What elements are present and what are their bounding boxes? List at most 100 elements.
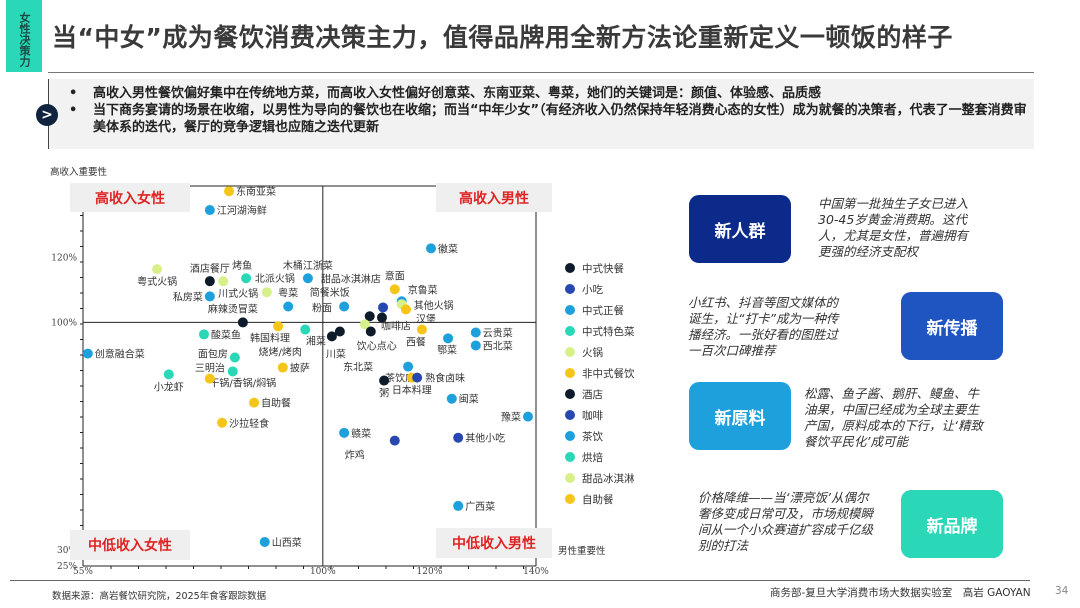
data-point-label: 粥 <box>379 388 389 400</box>
data-point <box>261 287 272 298</box>
data-point-label: 麻辣烫冒菜 <box>208 302 258 315</box>
x-tick-label: 140% <box>523 567 549 577</box>
y-tick-label: 120% <box>51 253 77 263</box>
data-point <box>389 435 400 446</box>
data-point <box>339 301 350 312</box>
data-point-label: 川式火锅 <box>218 287 258 300</box>
card-new-media: 新传播 <box>901 292 1003 360</box>
data-point <box>365 326 376 337</box>
x-axis-title: 男性重要性 <box>558 546 606 557</box>
y-tick-label: 30% <box>57 546 77 556</box>
card-desc-new-audience: 中国第一批独生子女已进入30-45岁黄金消费期。这代人，尤其是女性，普遍拥有更强… <box>818 196 969 259</box>
data-point-label: 赣菜 <box>351 427 371 440</box>
data-point <box>204 291 215 302</box>
data-point-label: 粉面 <box>312 302 332 315</box>
quadrant-label-bottom-right: 中低收入男性 <box>436 528 552 558</box>
data-point <box>163 369 174 380</box>
data-point-label: 酒店餐厅 <box>190 262 230 275</box>
data-point <box>300 324 311 335</box>
legend-label: 茶饮 <box>582 430 603 443</box>
card-desc-new-brand: 价格降维——当‘漂亮饭’从偶尔奢侈变成日常可及，市场规模瞬间从一个小众赛道扩容成… <box>698 490 874 553</box>
data-point <box>82 348 93 359</box>
data-point-label: 披萨 <box>290 362 310 375</box>
data-point <box>446 393 457 404</box>
data-point-label: 西北菜 <box>483 340 513 352</box>
data-point-label: 咖啡店 <box>381 319 411 332</box>
data-point-label: 三明治 <box>195 362 225 375</box>
legend-label: 自助餐 <box>582 493 614 506</box>
legend-label: 烘焙 <box>582 451 603 464</box>
data-point-label: 小龙虾 <box>154 380 184 393</box>
card-desc-new-ingredients: 松露、鱼子酱、鹅肝、鳗鱼、牛油果，中国已经成为全球主要生产国，原料成本的下行，让… <box>804 386 983 449</box>
data-point <box>152 264 163 275</box>
card-new-audience: 新人群 <box>689 195 791 263</box>
legend-marker <box>565 452 575 462</box>
data-point-label: 意面 <box>385 269 405 282</box>
x-tick-label: 55% <box>73 567 93 577</box>
data-point-label: 茶饮店 <box>385 372 415 385</box>
legend-label: 中式特色菜 <box>582 325 635 338</box>
data-point <box>470 340 481 351</box>
data-point <box>227 366 238 377</box>
data-point <box>403 361 414 372</box>
data-point <box>416 324 427 335</box>
footer-divider <box>10 580 1030 581</box>
data-point-label: 粤菜 <box>278 286 298 299</box>
data-point-label: 面包房 <box>198 347 228 360</box>
data-point-label: 东南亚菜 <box>236 185 276 198</box>
data-point <box>237 317 248 328</box>
y-tick-label: 100% <box>51 318 77 328</box>
summary-box: 高收入男性餐饮偏好集中在传统地方菜，而高收入女性偏好创意菜、东南亚菜、粤菜，她们… <box>48 79 1034 149</box>
legend-label: 咖啡 <box>582 410 603 422</box>
data-point <box>229 352 240 363</box>
data-point-label: 酸菜鱼 <box>211 328 241 341</box>
data-point <box>389 284 400 295</box>
legend-marker <box>565 326 575 336</box>
data-point <box>426 243 437 254</box>
data-point-label: 沙拉轻食 <box>229 417 269 430</box>
data-point-label: 广西菜 <box>465 501 495 513</box>
data-point <box>523 411 534 422</box>
data-point <box>273 321 284 332</box>
title-divider <box>48 72 1034 73</box>
quadrant-label-bottom-left: 中低收入女性 <box>70 530 190 560</box>
legend-marker <box>565 305 575 315</box>
data-point-label: 山西菜 <box>272 537 302 549</box>
quadrant-label-top-left: 高收入女性 <box>70 183 190 212</box>
data-point-label: 徽菜 <box>438 242 458 255</box>
legend-marker <box>565 473 575 483</box>
legend-marker <box>565 284 575 294</box>
x-tick-label: 100% <box>310 567 336 577</box>
section-tag: 女性决策力 <box>6 0 42 72</box>
data-point <box>241 273 252 284</box>
data-point <box>302 273 313 284</box>
legend-label: 酒店 <box>582 388 603 401</box>
data-point <box>334 326 345 337</box>
page-number: 34 <box>1055 585 1069 597</box>
data-point <box>339 427 350 438</box>
data-point <box>283 301 294 312</box>
legend-label: 中式快餐 <box>582 262 624 275</box>
data-point-label: 简餐米饭 <box>310 286 350 299</box>
legend-marker <box>565 263 575 273</box>
legend-label: 非中式餐饮 <box>582 367 635 380</box>
summary-bullet: 当下商务宴请的场景在收缩，以男性为导向的餐饮也在收缩；而当“中年少女”（有经济收… <box>69 102 1034 136</box>
y-axis-title: 高收入重要性 <box>50 167 108 178</box>
data-point <box>277 362 288 373</box>
data-point <box>217 417 228 428</box>
data-point-label: 私房菜 <box>173 290 203 303</box>
data-point-label: 闽菜 <box>459 393 479 406</box>
data-point <box>218 276 229 287</box>
data-point-label: 日本料理 <box>392 384 432 397</box>
card-new-ingredients: 新原料 <box>689 382 791 450</box>
data-point-label: 湘菜 <box>306 335 326 348</box>
legend-label: 小吃 <box>582 283 603 296</box>
footer-org: 商务部-复旦大学消费市场大数据实验室 高岩 GAOYAN <box>770 587 1031 599</box>
data-point <box>204 373 215 384</box>
data-point <box>470 327 481 338</box>
data-point <box>412 372 423 383</box>
data-source: 数据来源：高岩餐饮研究院，2025年食客跟踪数据 <box>52 591 267 602</box>
data-point <box>259 536 270 547</box>
card-new-brand: 新品牌 <box>901 490 1003 558</box>
